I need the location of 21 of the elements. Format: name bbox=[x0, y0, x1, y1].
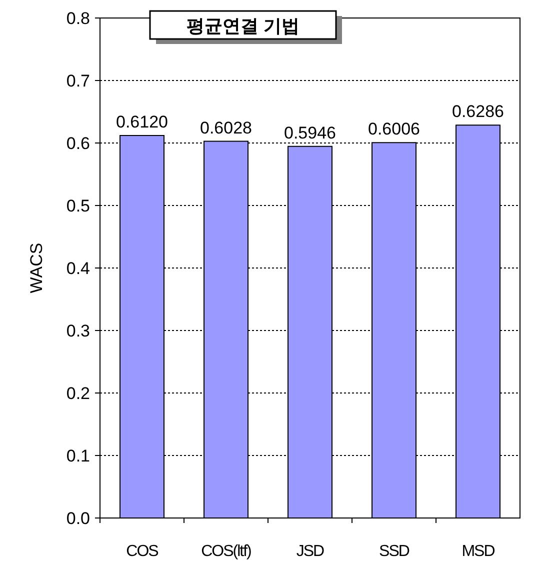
y-tick-label: 0.8 bbox=[66, 9, 90, 28]
x-tick-label: COS bbox=[126, 543, 158, 560]
data-label: 0.6120 bbox=[116, 112, 168, 132]
x-tick-label: MSD bbox=[462, 543, 495, 560]
x-tick-label: COS(ltf) bbox=[201, 543, 252, 560]
y-tick-label: 0.5 bbox=[66, 196, 90, 216]
y-tick-label: 0.7 bbox=[66, 72, 90, 90]
data-label: 0.6006 bbox=[368, 120, 420, 139]
y-tick-label: 0.0 bbox=[66, 509, 90, 528]
y-tick-label: 0.3 bbox=[66, 322, 90, 340]
x-tick-label: JSD bbox=[296, 543, 324, 560]
y-axis-title: WACS bbox=[27, 242, 46, 294]
data-label: 0.6286 bbox=[452, 102, 504, 122]
y-tick-label: 0.1 bbox=[66, 446, 90, 466]
y-tick-label: 0.4 bbox=[66, 259, 90, 278]
x-tick-label: SSD bbox=[379, 543, 410, 560]
y-tick-label: 0.6 bbox=[66, 134, 90, 153]
chart-title: 평균연결 기법 bbox=[186, 16, 300, 36]
y-tick-label: 0.2 bbox=[66, 384, 90, 403]
data-label: 0.5946 bbox=[284, 123, 336, 142]
data-label: 0.6028 bbox=[200, 118, 252, 138]
